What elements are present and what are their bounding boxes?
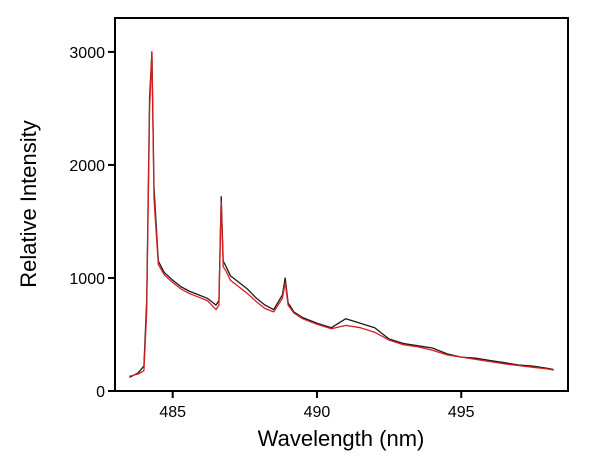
plot-frame	[114, 17, 569, 392]
series-line-fit	[129, 51, 554, 377]
x-axis-ticks: 485 490 495	[159, 391, 475, 421]
y-tick-label: 1000	[69, 271, 105, 288]
y-tick-label: 2000	[69, 158, 105, 175]
y-tick-label: 0	[96, 384, 105, 401]
x-tick-label: 485	[159, 404, 186, 421]
x-axis-label: Wavelength (nm)	[258, 426, 425, 451]
y-tick-label: 3000	[69, 45, 105, 62]
series-line-measured	[129, 51, 554, 378]
plot-lines	[129, 51, 554, 378]
y-axis-label: Relative Intensity	[16, 120, 41, 288]
x-tick-label: 495	[448, 404, 475, 421]
x-tick-label: 490	[304, 404, 331, 421]
y-axis-ticks: 0 1000 2000 3000	[69, 45, 115, 401]
